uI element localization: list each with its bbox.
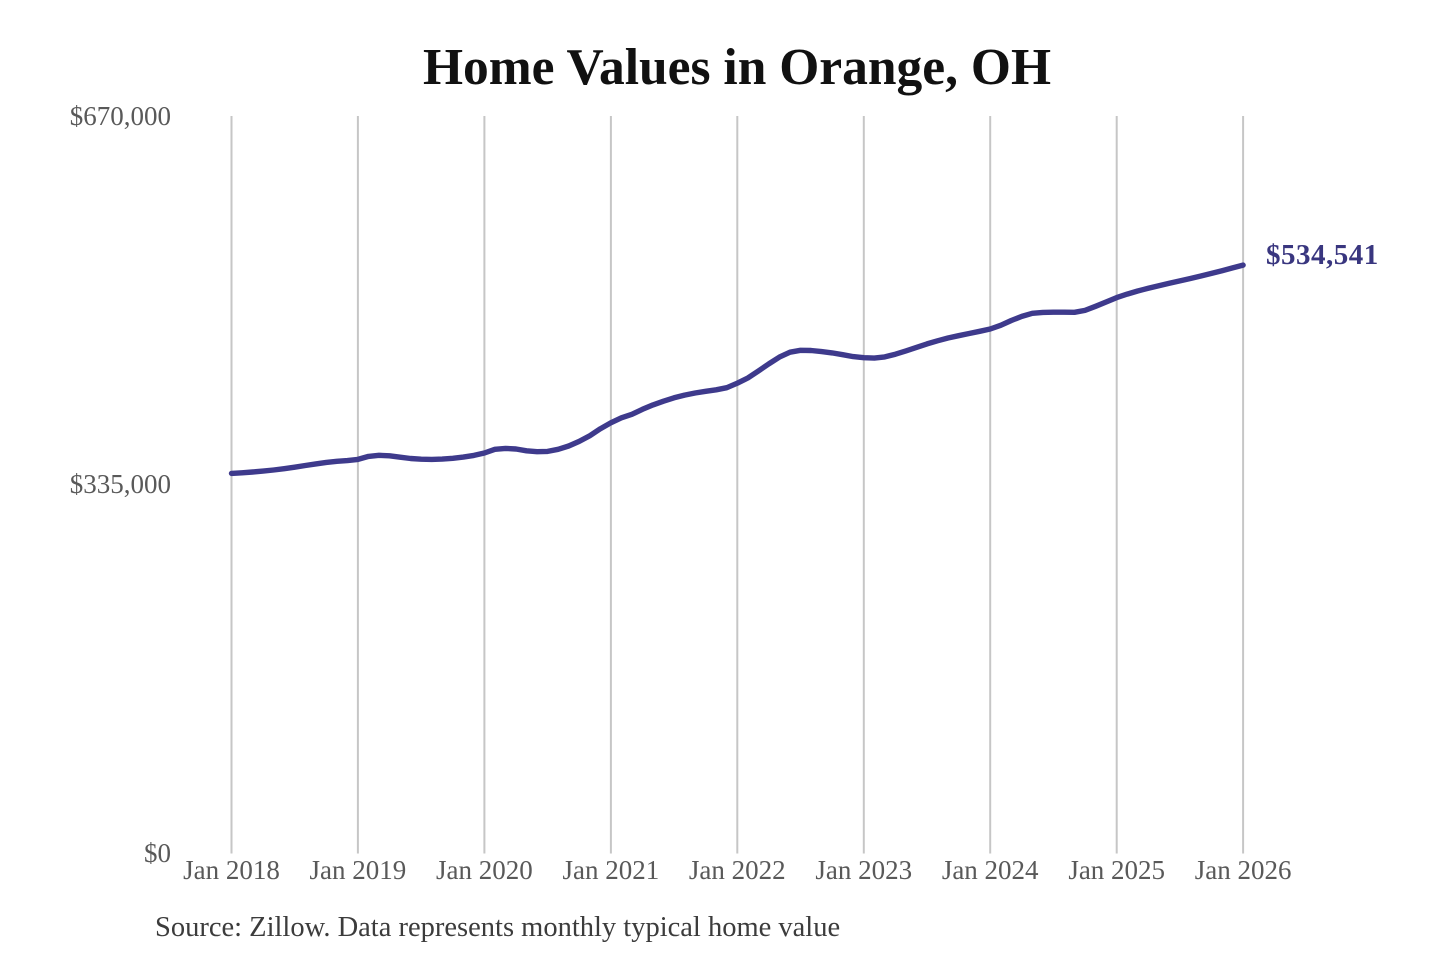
- svg-text:$335,000: $335,000: [70, 469, 171, 499]
- svg-text:Jan 2022: Jan 2022: [689, 855, 786, 885]
- svg-text:$0: $0: [144, 838, 171, 868]
- svg-text:Jan 2025: Jan 2025: [1068, 855, 1165, 885]
- svg-text:Jan 2024: Jan 2024: [942, 855, 1039, 885]
- svg-text:Jan 2023: Jan 2023: [815, 855, 912, 885]
- svg-text:$670,000: $670,000: [70, 101, 171, 131]
- svg-text:Source: Zillow. Data represent: Source: Zillow. Data represents monthly …: [155, 912, 840, 943]
- svg-text:Jan 2018: Jan 2018: [183, 855, 280, 885]
- svg-text:Home Values in Orange, OH: Home Values in Orange, OH: [423, 39, 1051, 96]
- svg-text:Jan 2026: Jan 2026: [1195, 855, 1292, 885]
- svg-text:Jan 2021: Jan 2021: [563, 855, 660, 885]
- svg-text:$534,541: $534,541: [1266, 239, 1379, 271]
- svg-text:Jan 2019: Jan 2019: [310, 855, 407, 885]
- svg-text:and is seasonally adjusted (Zi: and is seasonally adjusted (Zillow Home …: [155, 957, 898, 960]
- svg-text:Jan 2020: Jan 2020: [436, 855, 533, 885]
